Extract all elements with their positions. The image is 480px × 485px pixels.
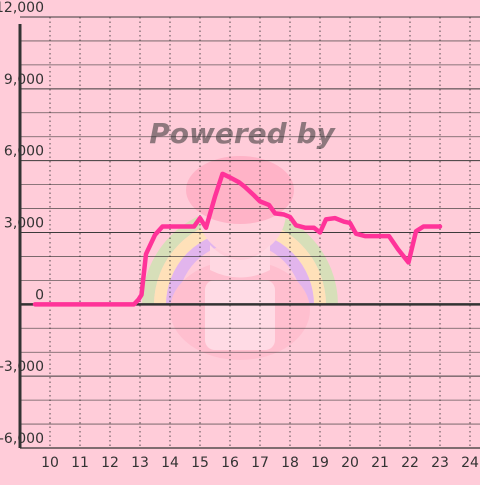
x-tick-label: 14 bbox=[161, 455, 179, 471]
series-line-0 bbox=[32, 171, 443, 307]
x-tick-label: 11 bbox=[71, 455, 89, 471]
axes: -6,000 -3,000 0 3,000 6,000 9,000 12,000 10 11 12… bbox=[0, 0, 480, 471]
x-tick-label: 13 bbox=[131, 455, 149, 471]
y-tick-label: -3,000 bbox=[0, 359, 44, 375]
y-tick-label: 3,000 bbox=[4, 216, 44, 232]
y-tick-label: 9,000 bbox=[4, 72, 44, 88]
x-tick-label: 17 bbox=[251, 455, 269, 471]
y-tick-label: 0 bbox=[35, 287, 44, 303]
x-tick-label: 23 bbox=[431, 455, 449, 471]
y-tick-label: 12,000 bbox=[0, 0, 44, 16]
x-tick-label: 12 bbox=[101, 455, 119, 471]
x-tick-label: 18 bbox=[281, 455, 299, 471]
x-tick-label: 10 bbox=[41, 455, 59, 471]
y-tick-label: -6,000 bbox=[0, 431, 44, 447]
x-tick-label: 16 bbox=[221, 455, 239, 471]
grid bbox=[20, 16, 480, 449]
x-tick-label: 19 bbox=[311, 455, 329, 471]
x-tick-label: 20 bbox=[341, 455, 359, 471]
x-tick-label: 24 bbox=[461, 455, 479, 471]
y-tick-label: 6,000 bbox=[4, 144, 44, 160]
watermark-character-icon bbox=[170, 156, 310, 360]
series-layer bbox=[32, 171, 443, 307]
watermark-text: Powered by bbox=[149, 117, 336, 150]
x-tick-label: 21 bbox=[371, 455, 389, 471]
x-tick-label: 15 bbox=[191, 455, 209, 471]
x-tick-label: 22 bbox=[401, 455, 419, 471]
watermark: Powered by bbox=[142, 117, 338, 360]
